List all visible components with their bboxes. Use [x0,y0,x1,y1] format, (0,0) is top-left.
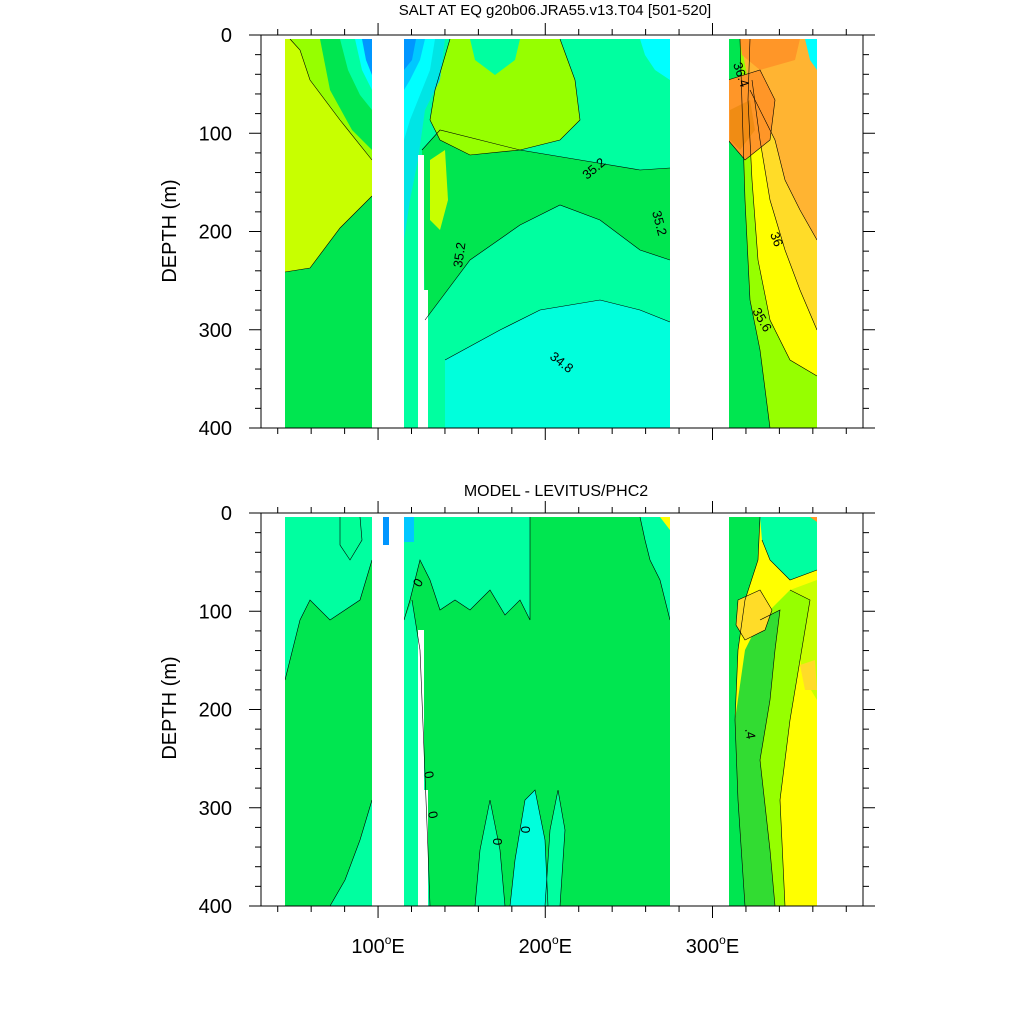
pacific-sky-cell [404,517,414,542]
pacific-mint-deep2 [545,790,565,906]
indian-east-blue [362,39,372,75]
pacific-mint-deep1 [475,800,505,906]
y-tick-label: 300 [199,798,232,820]
contour-fill [261,513,863,906]
pacific-mint-east [640,517,670,620]
contour-label: 0 [518,826,533,833]
land-mask-left [261,513,285,906]
contour-label: 0 [425,810,441,820]
y-axis-label: DEPTH (m) [159,179,181,282]
panel-title: MODEL - LEVITUS/PHC2 [464,483,648,500]
contour-label: 35.2 [649,209,670,237]
pacific-yellow-east [660,517,670,530]
pacific-mask-2 [424,290,428,428]
land-mask-right [817,35,863,428]
pacific-west-blue [404,39,416,70]
land-mask-top [261,35,863,39]
pacific-deep-aqua [445,300,670,428]
land-mask-left [261,35,285,428]
atlantic-orange-top [810,517,817,522]
pacific-east-aqua [640,39,670,80]
y-tick-label: 400 [199,896,232,918]
land-mask-americas [670,35,729,428]
contour-label: 0 [490,838,505,845]
pacific-aqua-deep [510,790,548,906]
contour-label: .4 [742,727,759,740]
x-tick-label: 300oE [686,933,739,958]
y-tick-label: 0 [221,503,232,525]
pacific-mask [418,155,424,428]
land-mask-top [261,513,863,517]
land-mask-right [817,513,863,906]
pacific-green-band [422,130,670,320]
contour-lines [284,38,818,428]
axis-ticks: 100oE 200oE 300oE 0 100 200 300 400 [199,501,875,958]
y-tick-label: 100 [199,123,232,145]
panel-difference: MODEL - LEVITUS/PHC2 DEPTH (m) [159,483,875,958]
pacific-mint-fill [404,517,530,620]
y-tick-label: 0 [221,25,232,47]
atlantic-lime [760,590,810,906]
x-tick-label: 200oE [519,933,572,958]
x-tick-label: 100oE [351,933,404,958]
contour-label: 36.4 [730,60,752,89]
atlantic-top-orange [740,39,800,70]
y-axis-label: DEPTH (m) [159,656,181,759]
indian-mint-deep [330,800,372,906]
contour-label: 0 [421,770,437,780]
y-tick-label: 200 [199,700,232,722]
pacific-mask-2 [424,790,428,906]
land-mask-maritime-cell [383,517,389,545]
pacific-mask [418,630,424,906]
y-tick-label: 100 [199,601,232,623]
contour-label: 36 [767,230,786,249]
contour-lines [284,516,818,906]
atlantic-east-cyan [805,39,817,70]
pacific-top-aqua [470,39,520,75]
contour-fill [261,35,863,428]
panel-salinity: SALT AT EQ g20b06.JRA55.v13.T04 [501-520… [159,2,875,440]
land-mask-americas [670,513,729,906]
panel-title: SALT AT EQ g20b06.JRA55.v13.T04 [501-520… [399,2,711,19]
atlantic-limegreen [735,610,780,906]
y-tick-label: 400 [199,418,232,440]
atlantic-gold-pocket-2 [800,660,817,690]
land-mask-maritime [372,513,404,906]
contour-label: 35.2 [450,241,468,268]
y-tick-label: 200 [199,222,232,244]
land-mask-maritime [372,35,404,428]
axis-ticks: 0 100 200 300 400 [199,23,875,440]
pacific-lime-core [430,150,448,230]
y-tick-label: 300 [199,320,232,342]
pacific-lime-tongue [430,39,580,155]
atlantic-gold-pocket [736,590,772,640]
indian-mint-top [340,517,362,560]
